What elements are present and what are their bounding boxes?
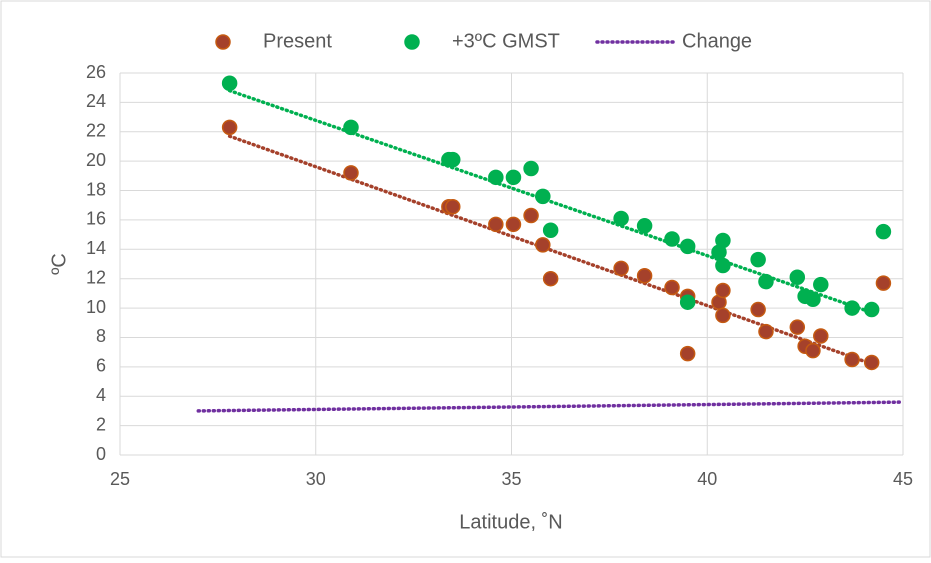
x-tick-label: 45 [893, 469, 913, 489]
y-tick-label: 8 [96, 326, 106, 346]
point [805, 291, 821, 308]
y-tick-label: 4 [96, 385, 106, 405]
point [535, 188, 551, 205]
legend-marker [404, 34, 420, 50]
point [679, 294, 696, 310]
point [715, 307, 731, 324]
point [805, 342, 821, 359]
point [343, 119, 359, 136]
point [863, 301, 880, 318]
x-tick-label: 35 [501, 469, 521, 489]
point [636, 218, 653, 234]
y-tick-label: 0 [96, 444, 106, 464]
y-tick-label: 16 [86, 209, 106, 229]
legend-marker [215, 34, 231, 50]
point [505, 169, 522, 186]
point [488, 216, 504, 233]
point [664, 231, 680, 247]
point [844, 351, 860, 368]
point [221, 119, 238, 136]
point [535, 237, 551, 253]
y-tick-label: 18 [86, 179, 106, 199]
point [844, 300, 860, 316]
point [636, 268, 653, 284]
y-tick-label: 2 [96, 414, 106, 434]
point [664, 279, 680, 296]
point [505, 216, 522, 233]
y-tick-label: 10 [86, 297, 106, 317]
point [542, 222, 559, 238]
point [813, 328, 829, 344]
point [715, 282, 731, 299]
point [523, 160, 539, 177]
point [758, 273, 774, 290]
y-tick-label: 26 [86, 62, 106, 82]
point [613, 210, 629, 227]
y-tick-label: 20 [86, 150, 106, 170]
point [679, 345, 696, 362]
y-tick-label: 14 [86, 238, 106, 258]
y-tick-label: 24 [86, 91, 106, 111]
x-axis-title: Latitude, ˚N [459, 511, 562, 533]
point [445, 198, 461, 215]
legend-label: Change [682, 30, 752, 52]
point [715, 257, 731, 274]
point [523, 207, 539, 224]
point [613, 260, 629, 277]
legend-label: +3ºC GMST [452, 30, 560, 52]
point [813, 276, 829, 293]
y-tick-label: 12 [86, 267, 106, 287]
legend-label: Present [263, 30, 332, 52]
x-tick-label: 25 [110, 469, 130, 489]
y-tick-label: 22 [86, 121, 106, 141]
point [445, 151, 461, 168]
x-tick-label: 30 [306, 469, 326, 489]
point [343, 165, 359, 181]
point [758, 323, 774, 340]
x-tick-label: 40 [697, 469, 717, 489]
point [875, 223, 892, 240]
point [221, 75, 238, 92]
y-axis-title: ºC [48, 253, 70, 275]
y-tick-label: 6 [96, 356, 106, 376]
point [750, 301, 766, 318]
series-line [196, 400, 905, 413]
point [750, 251, 766, 268]
point [542, 270, 559, 287]
point [875, 275, 892, 291]
point [715, 232, 731, 249]
point [488, 169, 504, 186]
point [863, 354, 880, 371]
point [789, 319, 806, 335]
point [679, 238, 696, 255]
point [789, 269, 806, 285]
